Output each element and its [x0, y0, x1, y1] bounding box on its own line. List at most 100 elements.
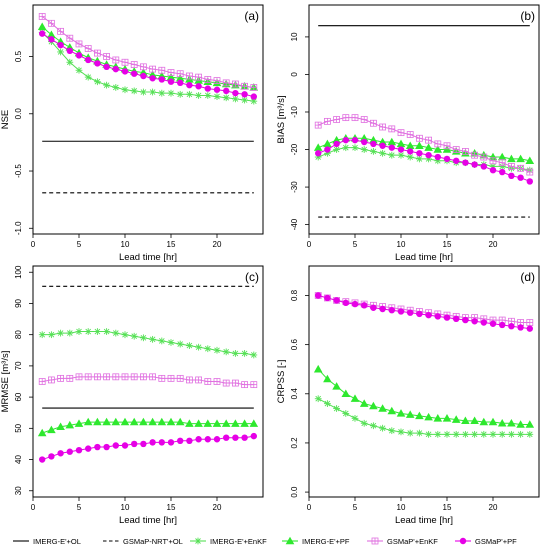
legend-label: IMERG-E'+EnKF — [210, 537, 267, 546]
data-point — [149, 439, 156, 446]
data-point — [370, 422, 377, 430]
data-point — [415, 411, 424, 420]
data-point — [167, 69, 175, 76]
chart-panel-2: 0 5 10 15 20 -40 -30 -20 -10 0 10 Lead time [hr] BIA… — [276, 4, 540, 263]
data-point — [324, 146, 331, 153]
data-point — [212, 419, 222, 427]
data-point — [195, 343, 202, 351]
data-point — [424, 412, 433, 421]
series-gsmap-pf — [315, 136, 533, 185]
data-point — [84, 73, 92, 81]
data-point — [121, 442, 129, 449]
data-point — [94, 443, 101, 451]
x-tick-label: 10 — [121, 503, 130, 512]
data-point — [175, 73, 185, 82]
data-point — [38, 378, 46, 385]
series-gsmap-pf — [39, 30, 257, 100]
legend-label: IMERG-E'+OL — [33, 537, 81, 546]
legend-marker — [371, 537, 379, 545]
data-point — [66, 58, 74, 66]
data-point — [351, 300, 359, 308]
data-point — [434, 140, 442, 148]
data-point — [369, 401, 378, 410]
data-point — [471, 430, 478, 438]
panel-tag: (a) — [244, 9, 259, 23]
data-point — [489, 320, 497, 327]
data-point — [387, 137, 397, 146]
data-point — [516, 420, 525, 428]
data-point — [65, 420, 75, 429]
data-point — [66, 374, 74, 382]
data-point — [342, 114, 350, 122]
data-point — [85, 445, 92, 452]
x-tick-label: 15 — [443, 240, 452, 249]
y-tick-label: 60 — [14, 392, 23, 401]
data-point — [425, 151, 432, 159]
data-point — [342, 136, 349, 144]
data-point — [112, 373, 120, 381]
data-point — [186, 342, 193, 350]
data-point — [57, 450, 64, 457]
data-point — [222, 379, 230, 387]
data-point — [250, 84, 258, 91]
data-point — [232, 95, 239, 103]
x-tick-label: 20 — [213, 240, 222, 249]
data-point — [103, 443, 110, 451]
data-point — [175, 417, 185, 426]
data-point — [223, 434, 230, 441]
data-point — [333, 116, 341, 123]
data-point — [396, 139, 406, 148]
data-point — [313, 364, 323, 373]
data-point — [158, 66, 166, 74]
data-point — [351, 414, 359, 422]
data-point — [195, 73, 203, 81]
y-tick-label: 0.5 — [14, 50, 23, 62]
data-point — [186, 81, 193, 89]
data-point — [443, 430, 451, 438]
x-tick-label: 10 — [397, 503, 406, 512]
series-line — [42, 331, 254, 356]
x-tick-label: 5 — [353, 503, 358, 512]
data-point — [158, 439, 165, 446]
data-point — [176, 70, 184, 78]
y-tick-label: 0.4 — [290, 388, 299, 400]
data-point — [250, 432, 257, 440]
data-point — [140, 440, 147, 448]
data-point — [360, 116, 368, 123]
data-point — [442, 414, 452, 422]
data-point — [332, 135, 341, 144]
data-point — [498, 159, 506, 167]
data-point — [379, 123, 387, 131]
y-tick-label: 0.6 — [290, 339, 299, 351]
data-point — [397, 151, 405, 159]
data-point — [480, 153, 488, 161]
data-point — [416, 310, 423, 318]
data-point — [361, 302, 368, 309]
data-point — [525, 156, 535, 165]
data-point — [213, 93, 221, 100]
data-point — [204, 378, 212, 385]
data-point — [94, 60, 101, 67]
data-point — [416, 429, 423, 437]
data-point — [433, 414, 443, 422]
data-point — [342, 410, 350, 417]
data-point — [75, 446, 83, 454]
data-point — [130, 332, 138, 340]
legend-item: IMERG-E'+EnKF — [190, 537, 267, 546]
data-point — [158, 89, 166, 97]
data-point — [480, 163, 487, 170]
data-point — [103, 81, 110, 89]
data-point — [221, 419, 231, 427]
data-point — [57, 41, 64, 49]
data-point — [388, 144, 395, 151]
data-point — [416, 150, 423, 157]
data-point — [213, 436, 221, 443]
x-tick-label: 5 — [77, 240, 82, 249]
data-point — [93, 417, 102, 426]
series-imerg-e-enkf — [38, 328, 258, 359]
data-point — [112, 56, 120, 64]
data-point — [149, 75, 156, 82]
data-point — [158, 76, 165, 83]
data-point — [471, 318, 478, 325]
